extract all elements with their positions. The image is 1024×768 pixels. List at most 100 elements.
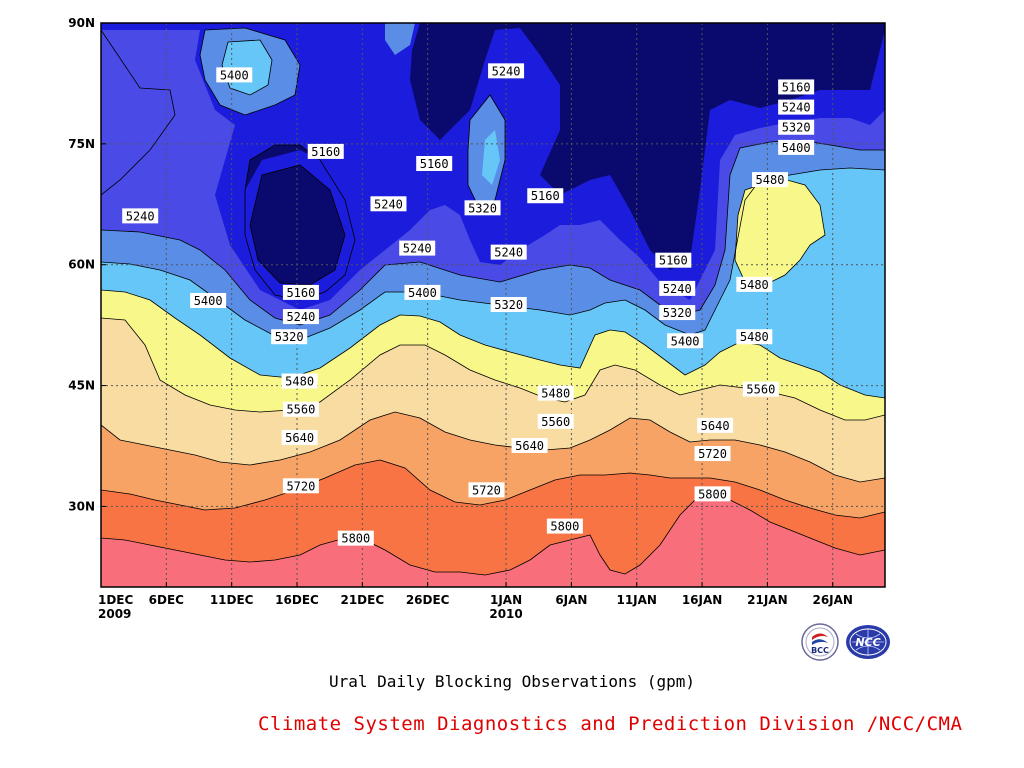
contour-label-bg (490, 244, 527, 260)
contour-label-bg (778, 139, 815, 155)
contour-label-bg (659, 305, 696, 321)
contour-label-text: 5640 (701, 419, 730, 433)
y-tick-label: 30N (68, 499, 95, 513)
contour-label-bg (736, 329, 773, 345)
contour-label-bg (655, 252, 692, 268)
contour-label-bg (752, 172, 789, 188)
contour-label: 5800 (546, 518, 583, 534)
contour-label: 5160 (778, 79, 815, 95)
y-tick-label: 90N (68, 16, 95, 30)
y-tick-label: 45N (68, 379, 95, 393)
bcc-logo-text: BCC (811, 646, 829, 655)
contour-label: 5320 (659, 305, 696, 321)
contour-label-bg (694, 446, 731, 462)
contour-label-bg (527, 188, 564, 204)
contour-label: 5640 (511, 438, 548, 453)
contour-label-bg (281, 373, 318, 389)
contour-label-text: 5480 (285, 375, 314, 389)
contour-label: 5240 (488, 63, 525, 79)
contour-label-bg (778, 119, 815, 135)
x-tick-label: 6JAN (555, 593, 587, 607)
contour-label-text: 5240 (374, 197, 403, 211)
contour-label-bg (464, 200, 501, 216)
x-tick-label: 26DEC (406, 593, 450, 607)
contour-label-bg (281, 429, 318, 445)
contour-label-bg (537, 413, 574, 429)
contour-label-text: 5480 (541, 387, 570, 401)
contour-label-text: 5720 (286, 479, 315, 493)
contour-label-text: 5320 (468, 201, 497, 215)
contour-label-bg (511, 438, 548, 453)
contour-label-text: 5400 (194, 294, 223, 308)
contour-label: 5480 (752, 172, 789, 188)
contour-label: 5160 (416, 156, 453, 171)
contour-label-text: 5160 (420, 157, 449, 171)
contour-label-text: 5160 (782, 80, 811, 94)
contour-label-text: 5480 (740, 330, 769, 344)
contour-label: 5160 (527, 188, 564, 204)
contour-label-text: 5800 (341, 532, 370, 546)
x-tick-year: 2010 (489, 607, 522, 621)
contour-label-text: 5240 (494, 246, 523, 260)
contour-label: 5800 (694, 486, 731, 502)
x-tick-label: 16DEC (275, 593, 319, 607)
contour-label: 5160 (307, 143, 344, 159)
contour-label-bg (216, 67, 253, 83)
contour-label: 5240 (282, 309, 319, 325)
contour-label: 5240 (370, 196, 407, 212)
contour-label-text: 5240 (492, 64, 521, 78)
contour-label: 5240 (778, 99, 815, 115)
contour-label: 5240 (399, 240, 436, 256)
contour-label-text: 5400 (408, 286, 437, 300)
contour-label-bg (667, 333, 704, 349)
contour-label: 5240 (490, 244, 527, 260)
bcc-logo: BCC (800, 622, 840, 666)
contour-label: 5560 (742, 381, 779, 397)
contour-label: 5640 (697, 417, 734, 433)
contour-label-text: 5560 (746, 383, 775, 397)
contour-label-text: 5560 (286, 403, 315, 417)
ncc-logo-text: NCC (855, 636, 880, 649)
contour-label-bg (537, 385, 574, 401)
contour-label-text: 5320 (663, 306, 692, 320)
contour-label-bg (282, 401, 319, 417)
chart-subtitle: Ural Daily Blocking Observations (gpm) (328, 672, 696, 691)
contour-label-bg (404, 284, 441, 300)
x-tick-label: 16JAN (682, 593, 723, 607)
contour-label-text: 5640 (285, 431, 314, 445)
contour-label-text: 5800 (550, 520, 579, 534)
contour-label: 5400 (667, 333, 704, 349)
contour-label-bg (399, 240, 436, 256)
contour-label-text: 5320 (275, 330, 304, 344)
contour-label-text: 5480 (740, 278, 769, 292)
contour-label-text: 5640 (515, 439, 544, 453)
contour-label-text: 5400 (220, 68, 249, 82)
contour-label-bg (307, 143, 344, 159)
x-tick-year: 2009 (98, 607, 131, 621)
ncc-logo: NCC (844, 622, 892, 666)
x-tick-label: 1DEC (98, 593, 134, 607)
contour-label-bg (282, 284, 319, 300)
contour-label-text: 5720 (698, 447, 727, 461)
contour-label-bg (546, 518, 583, 534)
x-tick-label: 11DEC (210, 593, 254, 607)
contour-label-bg (282, 309, 319, 325)
contour-label-bg (488, 63, 525, 79)
x-tick-label: 11JAN (616, 593, 657, 607)
contour-label: 5640 (281, 429, 318, 445)
contour-label: 5400 (778, 139, 815, 155)
contour-label: 5400 (190, 292, 227, 308)
plot-frame (100, 22, 886, 588)
contour-label-bg (282, 478, 319, 494)
contour-label-bg (490, 297, 527, 312)
contour-label: 5720 (694, 446, 731, 462)
contour-label-text: 5240 (286, 310, 315, 324)
contour-label-bg (337, 530, 374, 546)
x-tick-label: 1JAN (490, 593, 522, 607)
credit-line: Climate System Diagnostics and Predictio… (258, 713, 963, 735)
contour-label-text: 5240 (663, 282, 692, 296)
contour-label-text: 5720 (472, 483, 501, 497)
contour-label: 5480 (281, 373, 318, 389)
